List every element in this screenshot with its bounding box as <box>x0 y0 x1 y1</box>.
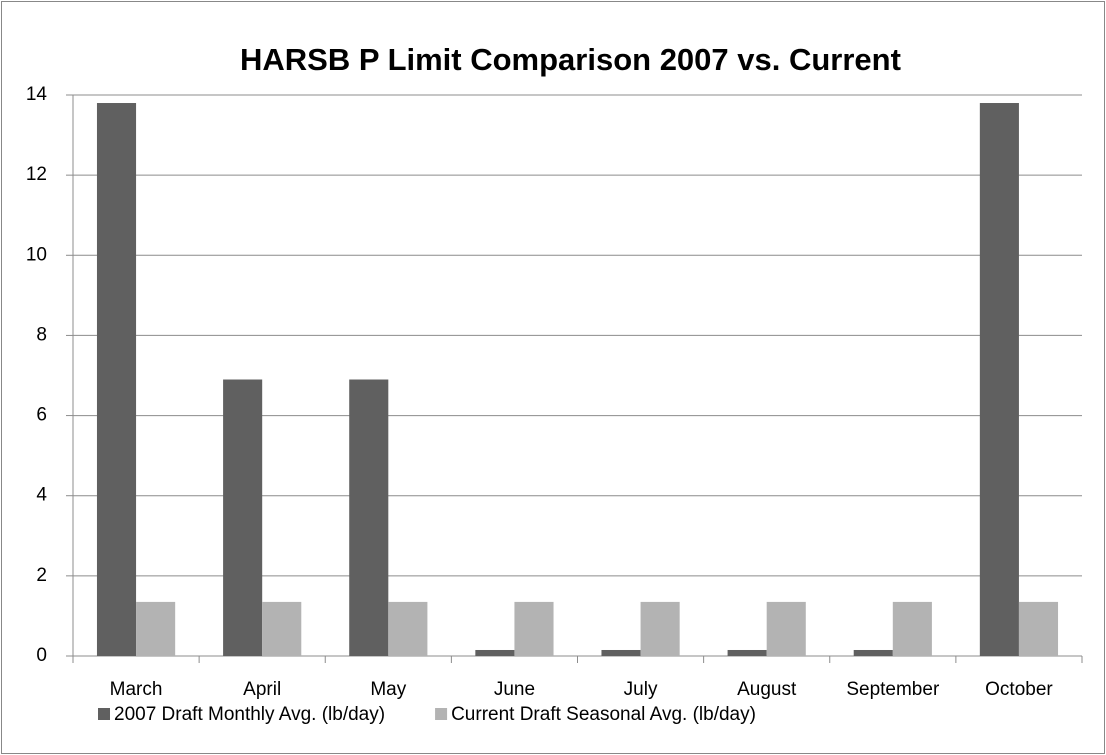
x-tick-label: October <box>985 679 1053 700</box>
legend-label: 2007 Draft Monthly Avg. (lb/day) <box>114 704 385 725</box>
x-tick-label: March <box>110 679 163 700</box>
y-tick-label: 14 <box>26 84 48 105</box>
bar <box>601 649 641 656</box>
y-tick-label: 4 <box>36 485 47 506</box>
bar <box>853 649 893 656</box>
y-tick-label: 8 <box>36 324 47 345</box>
chart-title: HARSB P Limit Comparison 2007 vs. Curren… <box>240 42 901 77</box>
legend-swatch <box>435 708 448 720</box>
bar <box>1018 601 1059 656</box>
y-tick-label: 2 <box>36 565 47 586</box>
y-tick-label: 12 <box>26 164 47 185</box>
x-tick-label: April <box>243 679 281 700</box>
bar <box>979 103 1019 656</box>
x-tick-label: June <box>494 679 535 700</box>
bar <box>727 649 767 656</box>
legend-swatch <box>98 708 110 720</box>
bar <box>388 601 428 656</box>
x-tick-label: September <box>846 679 940 700</box>
x-tick-label: May <box>370 679 406 700</box>
y-tick-label: 6 <box>36 405 47 426</box>
bar <box>475 649 515 656</box>
bar <box>96 103 137 656</box>
bar <box>262 601 302 656</box>
x-tick-label: July <box>624 679 658 700</box>
y-tick-label: 10 <box>26 244 47 265</box>
x-tick-label: August <box>737 679 797 700</box>
bar <box>514 601 554 656</box>
bar <box>223 379 263 656</box>
bar <box>136 601 176 656</box>
bar <box>766 601 806 656</box>
legend-label: Current Draft Seasonal Avg. (lb/day) <box>451 704 756 725</box>
bar <box>349 379 389 656</box>
bar <box>892 601 932 656</box>
bar <box>640 601 680 656</box>
y-tick-label: 0 <box>36 645 47 666</box>
